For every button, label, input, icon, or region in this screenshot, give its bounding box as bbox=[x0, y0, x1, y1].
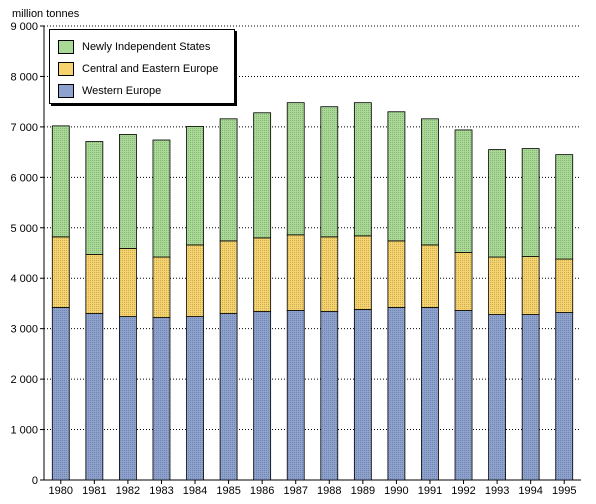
bar-segment-central-and-eastern-europe bbox=[219, 240, 238, 314]
bar-segment-western-europe bbox=[286, 310, 305, 481]
y-tick-label: 5 000 bbox=[10, 223, 38, 235]
bar-segment-newly-independent-states bbox=[488, 149, 506, 258]
y-tick-label: 8 000 bbox=[10, 71, 38, 83]
bar-segment-western-europe bbox=[521, 314, 540, 481]
bar-segment-newly-independent-states bbox=[219, 118, 238, 242]
legend-item-newly-independent-states: Newly Independent States bbox=[58, 38, 210, 56]
x-tick-label: 1995 bbox=[552, 485, 576, 497]
bar-segment-newly-independent-states bbox=[85, 141, 104, 255]
y-tick-label: 6 000 bbox=[10, 172, 38, 184]
bar-segment-central-and-eastern-europe bbox=[85, 254, 104, 314]
bar-segment-western-europe bbox=[186, 316, 204, 481]
x-tick-label: 1992 bbox=[451, 485, 475, 497]
y-tick-label: 9 000 bbox=[10, 21, 38, 33]
x-tick-label: 1988 bbox=[317, 485, 341, 497]
legend-swatch-western-europe bbox=[58, 84, 74, 98]
bar-segment-western-europe bbox=[555, 312, 574, 481]
bar-segment-newly-independent-states bbox=[286, 102, 305, 236]
bar-segment-newly-independent-states bbox=[186, 125, 204, 246]
x-tick-label: 1991 bbox=[418, 485, 442, 497]
bar-segment-western-europe bbox=[353, 309, 372, 481]
y-tick-label: 4 000 bbox=[10, 273, 38, 285]
bar-segment-newly-independent-states bbox=[555, 154, 574, 260]
legend-swatch-central-eastern-europe bbox=[58, 62, 74, 76]
x-tick-label: 1986 bbox=[250, 485, 274, 497]
x-tick-label: 1993 bbox=[485, 485, 509, 497]
bar-segment-newly-independent-states bbox=[152, 139, 171, 258]
x-tick-label: 1982 bbox=[116, 485, 140, 497]
bar-segment-newly-independent-states bbox=[454, 129, 473, 253]
bar-segment-newly-independent-states bbox=[387, 111, 406, 242]
x-tick-label: 1989 bbox=[351, 485, 375, 497]
legend-swatch-newly-independent-states bbox=[58, 40, 74, 54]
y-tick-label: 1 000 bbox=[10, 425, 38, 437]
x-tick-label: 1990 bbox=[384, 485, 408, 497]
bar-segment-newly-independent-states bbox=[119, 134, 137, 249]
x-tick-label: 1981 bbox=[82, 485, 106, 497]
bar-segment-central-and-eastern-europe bbox=[51, 236, 70, 308]
bar-segment-western-europe bbox=[119, 316, 137, 481]
bar-segment-western-europe bbox=[488, 314, 506, 481]
bar-segment-western-europe bbox=[421, 307, 439, 481]
legend-item-central-eastern-europe: Central and Eastern Europe bbox=[58, 60, 218, 78]
bar-segment-western-europe bbox=[51, 307, 70, 481]
bar-segment-western-europe bbox=[85, 313, 104, 481]
bar-segment-central-and-eastern-europe bbox=[253, 237, 272, 312]
x-tick-label: 1980 bbox=[49, 485, 73, 497]
bar-segment-western-europe bbox=[387, 307, 406, 481]
bar-segment-western-europe bbox=[454, 310, 473, 481]
legend-label: Western Europe bbox=[82, 85, 162, 97]
y-tick-label: 7 000 bbox=[10, 122, 38, 134]
x-tick-label: 1984 bbox=[183, 485, 207, 497]
bar-segment-central-and-eastern-europe bbox=[320, 236, 339, 312]
bar-segment-western-europe bbox=[219, 313, 238, 481]
legend: Newly Independent States Central and Eas… bbox=[49, 29, 235, 104]
y-tick-label: 2 000 bbox=[10, 374, 38, 386]
bar-segment-newly-independent-states bbox=[253, 112, 272, 239]
bar-segment-newly-independent-states bbox=[51, 125, 70, 238]
legend-label: Newly Independent States bbox=[82, 41, 211, 53]
x-tick-label: 1994 bbox=[518, 485, 542, 497]
bar-segment-newly-independent-states bbox=[320, 106, 339, 238]
y-tick-label: 0 bbox=[32, 475, 38, 487]
bar-segment-central-and-eastern-europe bbox=[555, 258, 574, 313]
y-tick-label: 3 000 bbox=[10, 324, 38, 336]
bar-segment-central-and-eastern-europe bbox=[421, 244, 439, 308]
x-tick-label: 1983 bbox=[149, 485, 173, 497]
bar-segment-newly-independent-states bbox=[521, 148, 540, 257]
bar-segment-newly-independent-states bbox=[421, 118, 439, 246]
x-tick-label: 1987 bbox=[283, 485, 307, 497]
bar-segment-central-and-eastern-europe bbox=[353, 235, 372, 310]
bar-segment-central-and-eastern-europe bbox=[119, 248, 137, 317]
x-tick-label: 1985 bbox=[216, 485, 240, 497]
bar-segment-central-and-eastern-europe bbox=[521, 256, 540, 315]
bar-segment-central-and-eastern-europe bbox=[387, 240, 406, 308]
bar-segment-central-and-eastern-europe bbox=[488, 256, 506, 315]
legend-label: Central and Eastern Europe bbox=[82, 63, 219, 75]
bar-segment-central-and-eastern-europe bbox=[454, 252, 473, 311]
bar-segment-western-europe bbox=[152, 317, 171, 481]
legend-item-western-europe: Western Europe bbox=[58, 82, 161, 100]
bar-segment-central-and-eastern-europe bbox=[152, 256, 171, 318]
bar-segment-central-and-eastern-europe bbox=[286, 234, 305, 311]
bar-segment-western-europe bbox=[320, 311, 339, 481]
bar-segment-central-and-eastern-europe bbox=[186, 244, 204, 317]
bar-segment-western-europe bbox=[253, 311, 272, 481]
bar-segment-newly-independent-states bbox=[353, 102, 372, 237]
y-axis-label: million tonnes bbox=[12, 8, 80, 20]
